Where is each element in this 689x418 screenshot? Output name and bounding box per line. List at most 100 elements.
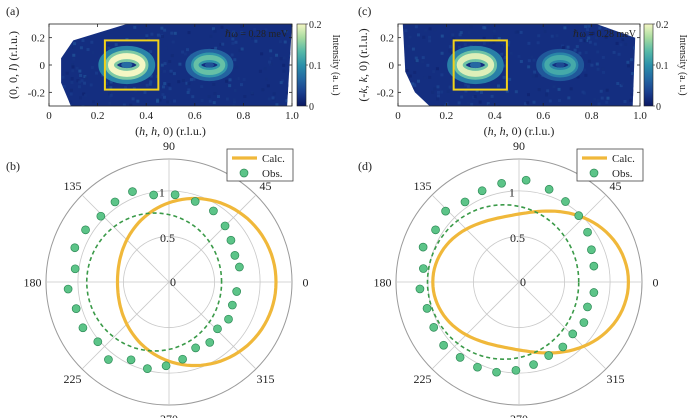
obs-point — [521, 175, 531, 185]
polar-grid — [45, 158, 293, 406]
polar-panel-b: (b) 0 45 90 135 180 225 270 315 0 0.5 1 Calc. Obs. — [6, 139, 309, 418]
legend-obs-label: Obs. — [262, 168, 283, 180]
obs-point — [228, 300, 237, 310]
legend-box — [226, 148, 294, 182]
obs-point — [78, 323, 88, 333]
x-tick-label: 0.6 — [536, 110, 550, 122]
obs-point — [587, 245, 596, 255]
angle-tick-label: 0 — [653, 276, 659, 290]
angular-grid-line — [81, 194, 170, 283]
obs-point — [63, 284, 73, 294]
obs-point — [126, 355, 136, 365]
panel-label: (b) — [6, 159, 20, 173]
obs-point — [235, 262, 244, 272]
calc-curve — [431, 209, 631, 355]
obs-point — [579, 318, 589, 327]
obs-point — [568, 329, 578, 339]
obs-point — [441, 206, 450, 216]
legend-obs-swatch — [239, 168, 249, 178]
intensity-ring-2 — [185, 48, 234, 82]
obs-point — [81, 225, 90, 235]
radial-tick-label: 0.5 — [510, 231, 525, 245]
legend-obs-label: Obs. — [612, 168, 633, 180]
obs-point — [544, 351, 554, 360]
obs-point — [529, 360, 538, 369]
obs-point — [224, 314, 233, 324]
highlight-box — [103, 39, 160, 91]
obs-point — [104, 355, 113, 364]
colorbar-label: Intensity (a. u.) — [677, 34, 688, 95]
obs-point — [583, 302, 592, 312]
obs-point — [439, 340, 448, 350]
y-tick-label: 0.2 — [31, 33, 45, 45]
obs-fit-curve — [85, 212, 223, 352]
angular-grid-line — [168, 281, 257, 370]
obs-point — [70, 243, 80, 253]
angle-tick-label: 270 — [510, 412, 528, 418]
angular-grid-line — [518, 194, 607, 283]
obs-point — [492, 367, 501, 377]
y-tick-label: -0.2 — [377, 87, 394, 99]
obs-point — [583, 227, 592, 237]
obs-point — [70, 264, 80, 274]
intensity-ring-2 — [536, 48, 585, 82]
obs-point — [455, 353, 465, 362]
x-tick-label: 0.4 — [139, 110, 153, 122]
obs-point — [473, 362, 482, 372]
x-tick-label: 0.6 — [188, 110, 202, 122]
obs-point — [205, 338, 215, 347]
obs-point — [96, 211, 106, 221]
obs-point — [589, 261, 599, 271]
energy-annotation: ℏω = 0.28 meV — [573, 29, 637, 40]
obs-point — [110, 197, 120, 207]
obs-point — [561, 197, 570, 206]
obs-point — [230, 251, 240, 260]
angle-tick-label: 180 — [23, 276, 41, 290]
radial-tick-label: 0 — [520, 275, 526, 289]
obs-point — [497, 178, 506, 188]
colorbar-label: Intensity (a. u.) — [330, 34, 341, 95]
colorbar-tick-label: 0 — [309, 102, 314, 113]
x-tick-label: 1.0 — [285, 110, 299, 122]
obs-point — [191, 343, 200, 353]
legend-calc-label: Calc. — [262, 153, 285, 165]
legend: Calc. Obs. — [226, 148, 294, 182]
colorbar-scale — [643, 23, 654, 107]
intensity-ring-1 — [447, 45, 504, 85]
legend-calc-label: Calc. — [612, 153, 635, 165]
highlight-box — [452, 39, 508, 91]
angular-grid-line — [518, 281, 607, 370]
colorbar-tick-label: 0 — [656, 102, 661, 113]
y-axis-label: (0, 0, l) (r.l.u.) — [6, 31, 20, 99]
angle-tick-label: 315 — [257, 372, 275, 386]
angle-tick-label: 225 — [413, 372, 431, 386]
obs-point — [128, 187, 137, 196]
angular-grid-line — [168, 194, 257, 283]
angle-tick-label: 45 — [610, 179, 622, 193]
radial-tick-label: 1 — [509, 186, 515, 200]
obs-point — [143, 364, 152, 373]
x-tick-label: 0.8 — [585, 110, 599, 122]
panel-label: (a) — [6, 4, 19, 18]
colorbar-tick-label: 0.2 — [309, 20, 322, 31]
radial-tick-label: 0.5 — [160, 231, 175, 245]
angle-tick-label: 0 — [303, 276, 309, 290]
panel-label: (d) — [358, 159, 372, 173]
panel-label: (c) — [358, 4, 371, 18]
y-axis-label: (-k, k, 0) (r.l.u.) — [356, 28, 370, 101]
angle-tick-label: 90 — [513, 139, 525, 153]
legend: Calc. Obs. — [576, 148, 644, 182]
obs-point — [93, 337, 103, 347]
angle-tick-label: 180 — [373, 276, 391, 290]
colorbar: 0 0.1 0.2 Intensity (a. u.) — [296, 20, 341, 113]
obs-point — [213, 324, 222, 334]
x-tick-label: 0.8 — [237, 110, 251, 122]
obs-point — [190, 197, 200, 206]
x-tick-label: 0 — [395, 110, 401, 122]
y-tick-label: -0.2 — [28, 87, 45, 99]
coverage-region — [402, 24, 636, 106]
heatmap-image — [402, 24, 636, 106]
obs-point — [220, 221, 230, 231]
